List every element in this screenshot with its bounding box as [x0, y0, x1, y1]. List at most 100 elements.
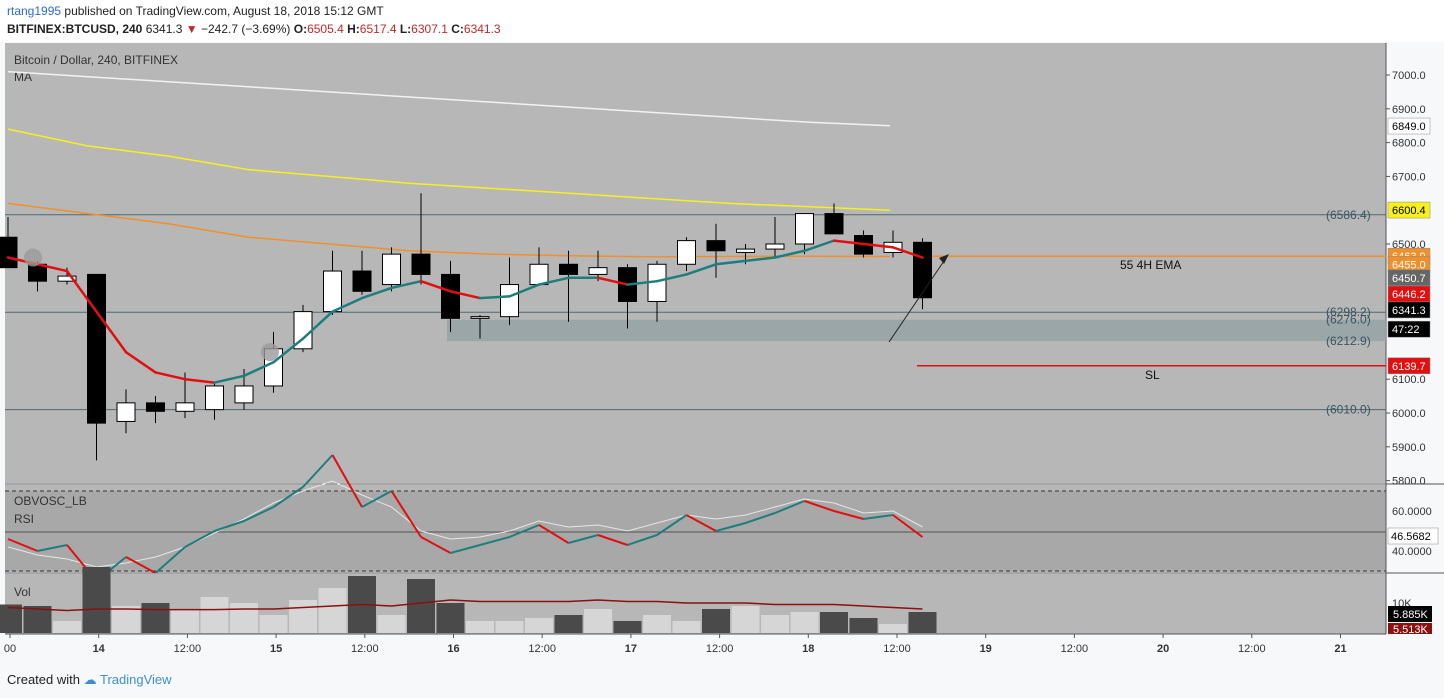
volume-bar: [377, 615, 406, 633]
candle-body: [529, 263, 549, 286]
price-badge-label: 47:22: [1392, 324, 1420, 336]
sl-annotation-label: SL: [1145, 368, 1160, 382]
low-label: L:: [399, 22, 412, 36]
candle-body: [57, 275, 77, 282]
ma-yellow-line: [7, 128, 891, 211]
close-value: 6341.3: [463, 22, 501, 36]
ema-segment: [891, 246, 924, 259]
rsi-segment: [656, 514, 688, 536]
rsi-segment: [863, 514, 894, 520]
time-tick-label: 12:00: [1061, 643, 1089, 655]
volume-ma-badge: [1388, 623, 1432, 634]
price-tick-label: 6900.0: [1392, 104, 1426, 116]
candle-body: [382, 253, 401, 286]
ema-segment: [449, 290, 482, 300]
rsi-badge: [1387, 527, 1439, 545]
open-value: 6505.4: [307, 22, 344, 36]
high-value: 6517.4: [359, 22, 397, 36]
ema-segment: [272, 337, 305, 364]
ema-annotation-label: 55 4H EMA: [1120, 258, 1181, 272]
volume-bar: [554, 615, 583, 633]
ema-segment: [95, 310, 128, 354]
support-zone: [447, 319, 1386, 342]
close-label: C:: [451, 22, 464, 36]
rsi-segment: [125, 556, 156, 574]
rsi-segment: [184, 530, 215, 548]
level-label: (6298.2): [1326, 305, 1371, 319]
rsi-band: [5, 491, 1386, 571]
time-tick-label: 21: [1334, 643, 1346, 655]
ema-segment: [744, 256, 777, 263]
volume-bar: [613, 621, 642, 633]
ema-segment: [537, 276, 570, 286]
volume-bar: [82, 567, 111, 633]
volume-bar: [820, 612, 848, 633]
volume-bar: [407, 579, 435, 633]
volume-bar: [230, 603, 258, 633]
rsi-segment: [745, 512, 776, 524]
rsi-segment: [479, 536, 510, 546]
price-tick-label: 6800.0: [1392, 138, 1426, 150]
candle-body: [323, 270, 342, 313]
ema-layer: [6, 239, 924, 384]
time-tick-label: 12:00: [174, 643, 202, 655]
volume-bar: [23, 606, 52, 633]
created-with-text: Created with: [7, 672, 80, 687]
rsi-segment: [243, 506, 274, 522]
open-label: O:: [293, 22, 308, 36]
ema-segment: [626, 279, 659, 286]
ma-white-line: [7, 70, 891, 127]
price-tick-label: 5900.0: [1392, 442, 1426, 454]
ema-segment: [360, 286, 393, 300]
rsi-segment: [627, 534, 658, 546]
rsi-segment: [214, 520, 245, 532]
rsi-segment: [804, 500, 835, 512]
candle-body: [824, 213, 844, 235]
ema-segment: [478, 295, 511, 300]
candle-body: [441, 273, 460, 319]
ema-segment: [655, 273, 688, 283]
candle-body: [175, 402, 195, 412]
published-text: published on TradingView.com, August 18,…: [64, 4, 384, 18]
ema-segment: [390, 279, 423, 290]
candle-body: [205, 385, 224, 411]
tradingview-logo-icon[interactable]: ☁: [83, 672, 97, 687]
pane-title: Bitcoin / Dollar, 240, BITFINEX: [14, 53, 178, 67]
rsi-segment: [450, 544, 481, 554]
price-badge: [1387, 357, 1431, 375]
level-label: (6212.9): [1326, 334, 1371, 348]
volume-bar: [643, 615, 671, 633]
ema-segment: [508, 283, 541, 298]
candle-body: [470, 316, 490, 319]
ema-segment: [154, 371, 187, 381]
publish-info: rtang1995 published on TradingView.com, …: [7, 4, 384, 18]
volume-bar: [702, 609, 730, 633]
ema-segment: [124, 350, 157, 374]
projection-arrow[interactable]: [888, 257, 947, 343]
candle-body: [706, 240, 726, 252]
price-badge-label: 6450.7: [1392, 273, 1426, 285]
candle-body: [913, 241, 932, 299]
rsi-signal-line: [7, 480, 923, 568]
volume-badge: [1388, 606, 1432, 622]
ema-segment: [301, 310, 334, 340]
volume-ma-line: [7, 599, 923, 612]
price-tick-label: 6100.0: [1392, 374, 1426, 386]
publisher-link[interactable]: rtang1995: [7, 4, 62, 18]
rsi-segment: [597, 534, 628, 546]
time-tick-label: 12:00: [351, 643, 379, 655]
candle-body: [677, 240, 696, 265]
volume-ma-badge-label: 5.513K: [1393, 624, 1429, 636]
volume-bar: [436, 603, 465, 633]
header: rtang1995 published on TradingView.com, …: [0, 0, 1444, 42]
tradingview-brand[interactable]: TradingView: [100, 672, 172, 687]
time-tick-label: 14: [93, 643, 106, 655]
ema-segment: [832, 239, 865, 246]
ma-layer: [7, 70, 891, 258]
price-tick-label: 6700.0: [1392, 171, 1426, 183]
signal-marker: [261, 343, 279, 362]
price-badge: [1387, 117, 1431, 135]
time-tick-label: 16: [447, 643, 459, 655]
volume-bar: [879, 624, 907, 633]
chart[interactable]: Bitcoin / Dollar, 240, BITFINEX MA OBVOS…: [0, 42, 1444, 670]
